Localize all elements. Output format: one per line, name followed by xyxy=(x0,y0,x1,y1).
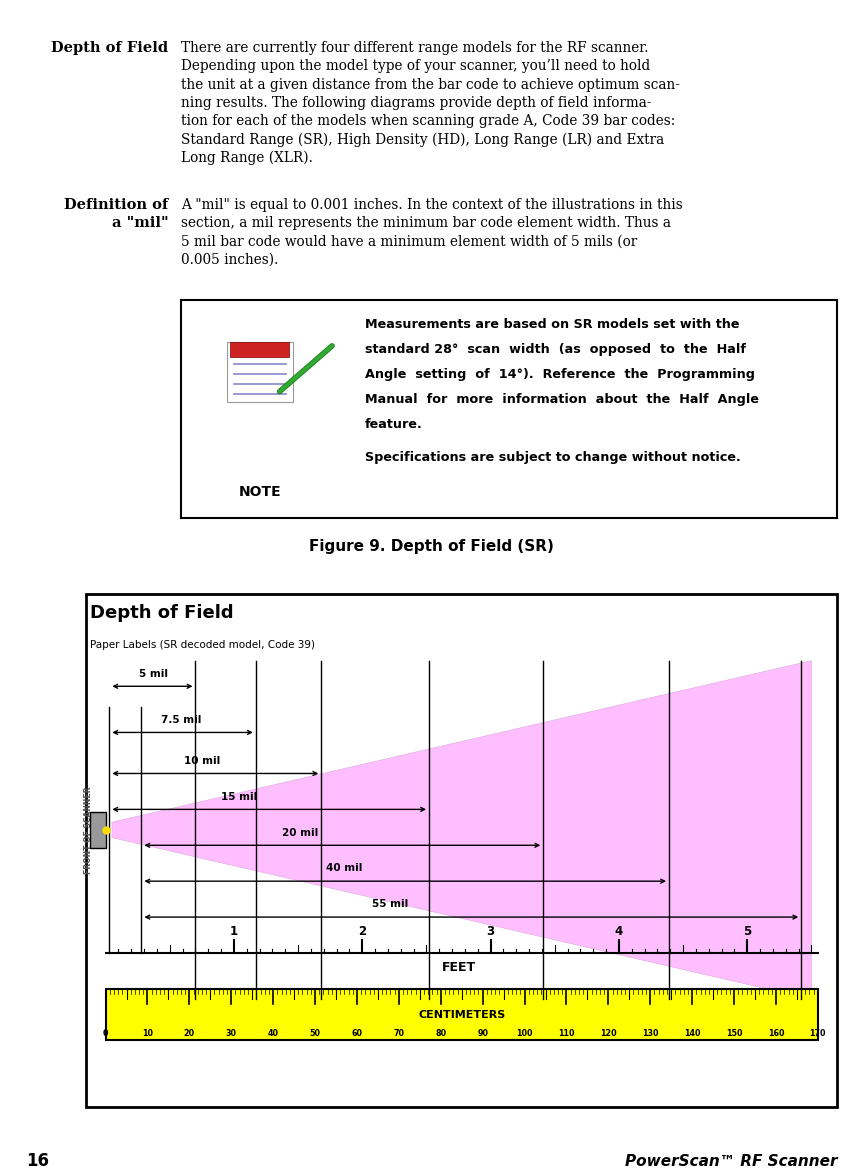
Text: section, a mil represents the minimum bar code element width. Thus a: section, a mil represents the minimum ba… xyxy=(181,216,671,230)
Text: 120: 120 xyxy=(600,1028,617,1038)
Bar xyxy=(90,812,105,848)
Text: 130: 130 xyxy=(642,1028,658,1038)
Text: 5: 5 xyxy=(743,925,752,938)
Text: 0.005 inches).: 0.005 inches). xyxy=(181,253,279,267)
Text: feature.: feature. xyxy=(365,417,423,430)
Text: A "mil" is equal to 0.001 inches. In the context of the illustrations in this: A "mil" is equal to 0.001 inches. In the… xyxy=(181,199,683,212)
Text: 170: 170 xyxy=(809,1028,826,1038)
Text: 10: 10 xyxy=(142,1028,153,1038)
Text: 55 mil: 55 mil xyxy=(372,899,408,909)
Bar xyxy=(230,342,289,357)
Text: the unit at a given distance from the bar code to achieve optimum scan-: the unit at a given distance from the ba… xyxy=(181,78,680,92)
Text: 10 mil: 10 mil xyxy=(184,756,220,766)
Text: 1: 1 xyxy=(230,925,238,938)
Text: Long Range (XLR).: Long Range (XLR). xyxy=(181,150,313,165)
Text: 7.5 mil: 7.5 mil xyxy=(161,714,201,725)
Text: 15 mil: 15 mil xyxy=(221,792,257,801)
Text: 110: 110 xyxy=(558,1028,575,1038)
Text: a "mil": a "mil" xyxy=(111,216,168,230)
Text: NOTE: NOTE xyxy=(239,484,281,498)
Text: 160: 160 xyxy=(768,1028,784,1038)
Text: Angle  setting  of  14°).  Reference  the  Programming: Angle setting of 14°). Reference the Pro… xyxy=(365,368,755,381)
Text: 5 mil: 5 mil xyxy=(140,669,168,679)
Text: 2: 2 xyxy=(358,925,366,938)
Text: 3: 3 xyxy=(487,925,494,938)
Polygon shape xyxy=(112,660,811,999)
Text: 0: 0 xyxy=(103,1028,108,1038)
Text: 30: 30 xyxy=(226,1028,236,1038)
Text: 50: 50 xyxy=(310,1028,320,1038)
Bar xyxy=(227,342,293,402)
Text: Depending upon the model type of your scanner, you’ll need to hold: Depending upon the model type of your sc… xyxy=(181,60,651,73)
Text: 140: 140 xyxy=(683,1028,701,1038)
Text: 40: 40 xyxy=(268,1028,279,1038)
Text: 90: 90 xyxy=(477,1028,488,1038)
Text: 40 mil: 40 mil xyxy=(326,864,362,873)
Text: standard 28°  scan  width  (as  opposed  to  the  Half: standard 28° scan width (as opposed to t… xyxy=(365,343,746,356)
Text: 100: 100 xyxy=(516,1028,532,1038)
Text: tion for each of the models when scanning grade A, Code 39 bar codes:: tion for each of the models when scannin… xyxy=(181,114,676,128)
Text: Paper Labels (SR decoded model, Code 39): Paper Labels (SR decoded model, Code 39) xyxy=(90,640,315,650)
Text: FEET: FEET xyxy=(442,961,476,974)
Text: Measurements are based on SR models set with the: Measurements are based on SR models set … xyxy=(365,317,740,330)
Text: 60: 60 xyxy=(351,1028,362,1038)
Text: There are currently four different range models for the RF scanner.: There are currently four different range… xyxy=(181,41,649,55)
Text: 20 mil: 20 mil xyxy=(282,827,318,838)
Text: Manual  for  more  information  about  the  Half  Angle: Manual for more information about the Ha… xyxy=(365,392,759,405)
Text: 16: 16 xyxy=(26,1153,49,1170)
Text: ning results. The following diagrams provide depth of field informa-: ning results. The following diagrams pro… xyxy=(181,96,652,109)
Text: 4: 4 xyxy=(614,925,623,938)
Text: 20: 20 xyxy=(184,1028,195,1038)
Bar xyxy=(105,989,818,1040)
Text: 150: 150 xyxy=(726,1028,742,1038)
Text: Standard Range (SR), High Density (HD), Long Range (LR) and Extra: Standard Range (SR), High Density (HD), … xyxy=(181,133,665,147)
Text: FRONT OF SCANNER: FRONT OF SCANNER xyxy=(84,786,92,874)
Text: Specifications are subject to change without notice.: Specifications are subject to change wit… xyxy=(365,451,740,464)
Text: Depth of Field: Depth of Field xyxy=(51,41,168,55)
Text: Figure 9. Depth of Field (SR): Figure 9. Depth of Field (SR) xyxy=(309,539,554,553)
Text: 70: 70 xyxy=(394,1028,405,1038)
Text: Definition of: Definition of xyxy=(64,199,168,212)
Text: CENTIMETERS: CENTIMETERS xyxy=(418,1009,506,1020)
Text: PowerScan™ RF Scanner: PowerScan™ RF Scanner xyxy=(625,1154,837,1169)
Text: 5 mil bar code would have a minimum element width of 5 mils (or: 5 mil bar code would have a minimum elem… xyxy=(181,235,638,248)
Text: 80: 80 xyxy=(435,1028,446,1038)
Text: Depth of Field: Depth of Field xyxy=(90,604,234,623)
